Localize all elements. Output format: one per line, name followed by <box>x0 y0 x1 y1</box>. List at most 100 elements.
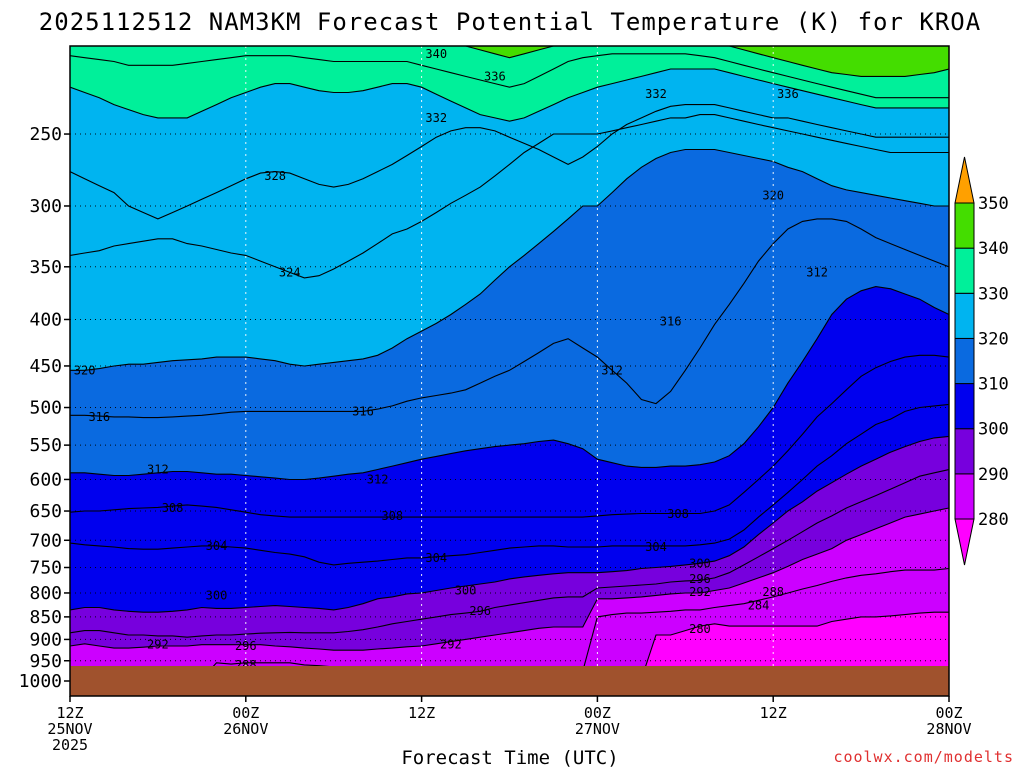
contour-316 <box>70 218 949 419</box>
y-tick-label-700: 700 <box>29 530 62 551</box>
colorbar-label-320: 320 <box>978 329 1009 349</box>
contour-label-17: 308 <box>381 509 403 523</box>
contour-label-28: 292 <box>440 638 462 652</box>
contour-280 <box>645 611 949 666</box>
colorbar-band-290 <box>954 428 975 475</box>
x-tick-label-0-2: 25NOV <box>47 720 92 738</box>
contour-label-24: 300 <box>689 556 711 570</box>
contour-304 <box>70 403 949 566</box>
fill-band-280 <box>645 612 949 666</box>
contour-label-20: 304 <box>425 551 447 565</box>
y-tick-label-450: 450 <box>29 356 62 377</box>
colorbar-label-300: 300 <box>978 420 1009 440</box>
contour-lines <box>70 46 949 666</box>
x-tick-label-36-2: 27NOV <box>575 720 620 738</box>
contour-label-34: 296 <box>235 639 257 653</box>
contour-label-11: 316 <box>660 314 682 328</box>
colorbar-band-340 <box>954 202 975 249</box>
contour-label-12: 312 <box>147 462 169 476</box>
contour-308 <box>70 354 949 518</box>
x-tick-label-0-1: 12Z <box>56 704 83 722</box>
y-tick-label-550: 550 <box>29 435 62 456</box>
x-tick-label-0-3: 2025 <box>52 736 88 754</box>
contour-label-8: 320 <box>762 188 784 202</box>
y-tick-label-800: 800 <box>29 583 62 604</box>
x-tick-label-12-1: 00Z <box>232 704 259 722</box>
contour-296 <box>70 468 949 638</box>
contour-label-4: 332 <box>645 87 667 101</box>
contour-label-27: 292 <box>147 638 169 652</box>
chart-title: 2025112512 NAM3KM Forecast Potential Tem… <box>39 8 981 36</box>
contour-label-32: 284 <box>748 599 770 613</box>
contour-336 <box>70 53 949 99</box>
y-tick-label-1000: 1000 <box>19 671 62 692</box>
y-tick-label-650: 650 <box>29 501 62 522</box>
y-tick-label-500: 500 <box>29 398 62 419</box>
contour-label-2: 336 <box>777 87 799 101</box>
colorbar-band-280 <box>954 473 975 520</box>
contour-320 <box>70 148 949 371</box>
colorbar-over-triangle <box>954 156 975 204</box>
contour-label-30: 288 <box>235 658 257 672</box>
contour-label-22: 300 <box>206 588 228 602</box>
y-tick-label-250: 250 <box>29 124 62 145</box>
grid-lines <box>70 46 949 666</box>
plot-frame <box>69 45 950 697</box>
contour-label-31: 288 <box>762 585 784 599</box>
contour-292 <box>70 507 949 651</box>
contour-fills <box>70 46 949 666</box>
colorbar-label-310: 310 <box>978 375 1009 395</box>
contour-label-3: 332 <box>425 111 447 125</box>
y-axis: 2503003504004505005506006507007508008509… <box>19 124 70 692</box>
contour-label-9: 316 <box>88 410 110 424</box>
contour-312 <box>70 286 949 481</box>
colorbar-band-310 <box>954 337 975 385</box>
x-tick-label-24-1: 12Z <box>408 704 435 722</box>
x-axis-label: Forecast Time (UTC) <box>401 747 618 768</box>
terrain-band <box>70 666 949 696</box>
contour-label-13: 312 <box>367 472 389 486</box>
colorbar: 280 290 300 310 320 330 340 350 <box>954 156 1009 566</box>
contour-300 <box>70 435 949 613</box>
contour-label-6: 324 <box>279 265 301 279</box>
x-tick-label-36-1: 00Z <box>584 704 611 722</box>
contour-label-0: 340 <box>425 47 447 61</box>
y-tick-label-950: 950 <box>29 651 62 672</box>
contour-label-26: 296 <box>689 572 711 586</box>
contour-label-14: 312 <box>601 363 623 377</box>
y-tick-label-900: 900 <box>29 629 62 650</box>
x-tick-label-12-2: 26NOV <box>223 720 268 738</box>
colorbar-label-280: 280 <box>978 510 1009 530</box>
y-tick-label-850: 850 <box>29 607 62 628</box>
credit-text: coolwx.com/modelts <box>833 748 1014 766</box>
colorbar-label-290: 290 <box>978 465 1009 485</box>
x-tick-label-60-1: 00Z <box>935 704 962 722</box>
x-tick-label-60-2: 28NOV <box>926 720 971 738</box>
colorbar-label-350: 350 <box>978 194 1009 214</box>
colorbar-band-330 <box>954 247 975 294</box>
colorbar-under-triangle <box>954 518 975 566</box>
colorbar-label-330: 330 <box>978 284 1009 304</box>
contour-label-5: 328 <box>264 169 286 183</box>
contour-324 <box>70 114 949 279</box>
contour-label-7: 320 <box>74 363 96 377</box>
colorbar-label-340: 340 <box>978 239 1009 259</box>
contour-label-29: 292 <box>689 585 711 599</box>
x-tick-label-48-1: 12Z <box>760 704 787 722</box>
contour-labels: 340 336 336 332 332 328 324 320 320 316 316 316 312 3… <box>74 47 828 672</box>
contour-label-18: 308 <box>667 507 689 521</box>
y-tick-label-600: 600 <box>29 469 62 490</box>
y-tick-label-400: 400 <box>29 309 62 330</box>
contour-332 <box>70 68 949 122</box>
contour-label-1: 336 <box>484 69 506 83</box>
contour-label-33: 280 <box>689 622 711 636</box>
colorbar-band-320 <box>954 292 975 339</box>
y-tick-label-750: 750 <box>29 557 62 578</box>
contour-288 <box>212 567 949 666</box>
contour-label-25: 296 <box>469 604 491 618</box>
contour-label-16: 308 <box>162 501 184 515</box>
contour-328 <box>70 104 949 220</box>
y-tick-label-300: 300 <box>29 196 62 217</box>
